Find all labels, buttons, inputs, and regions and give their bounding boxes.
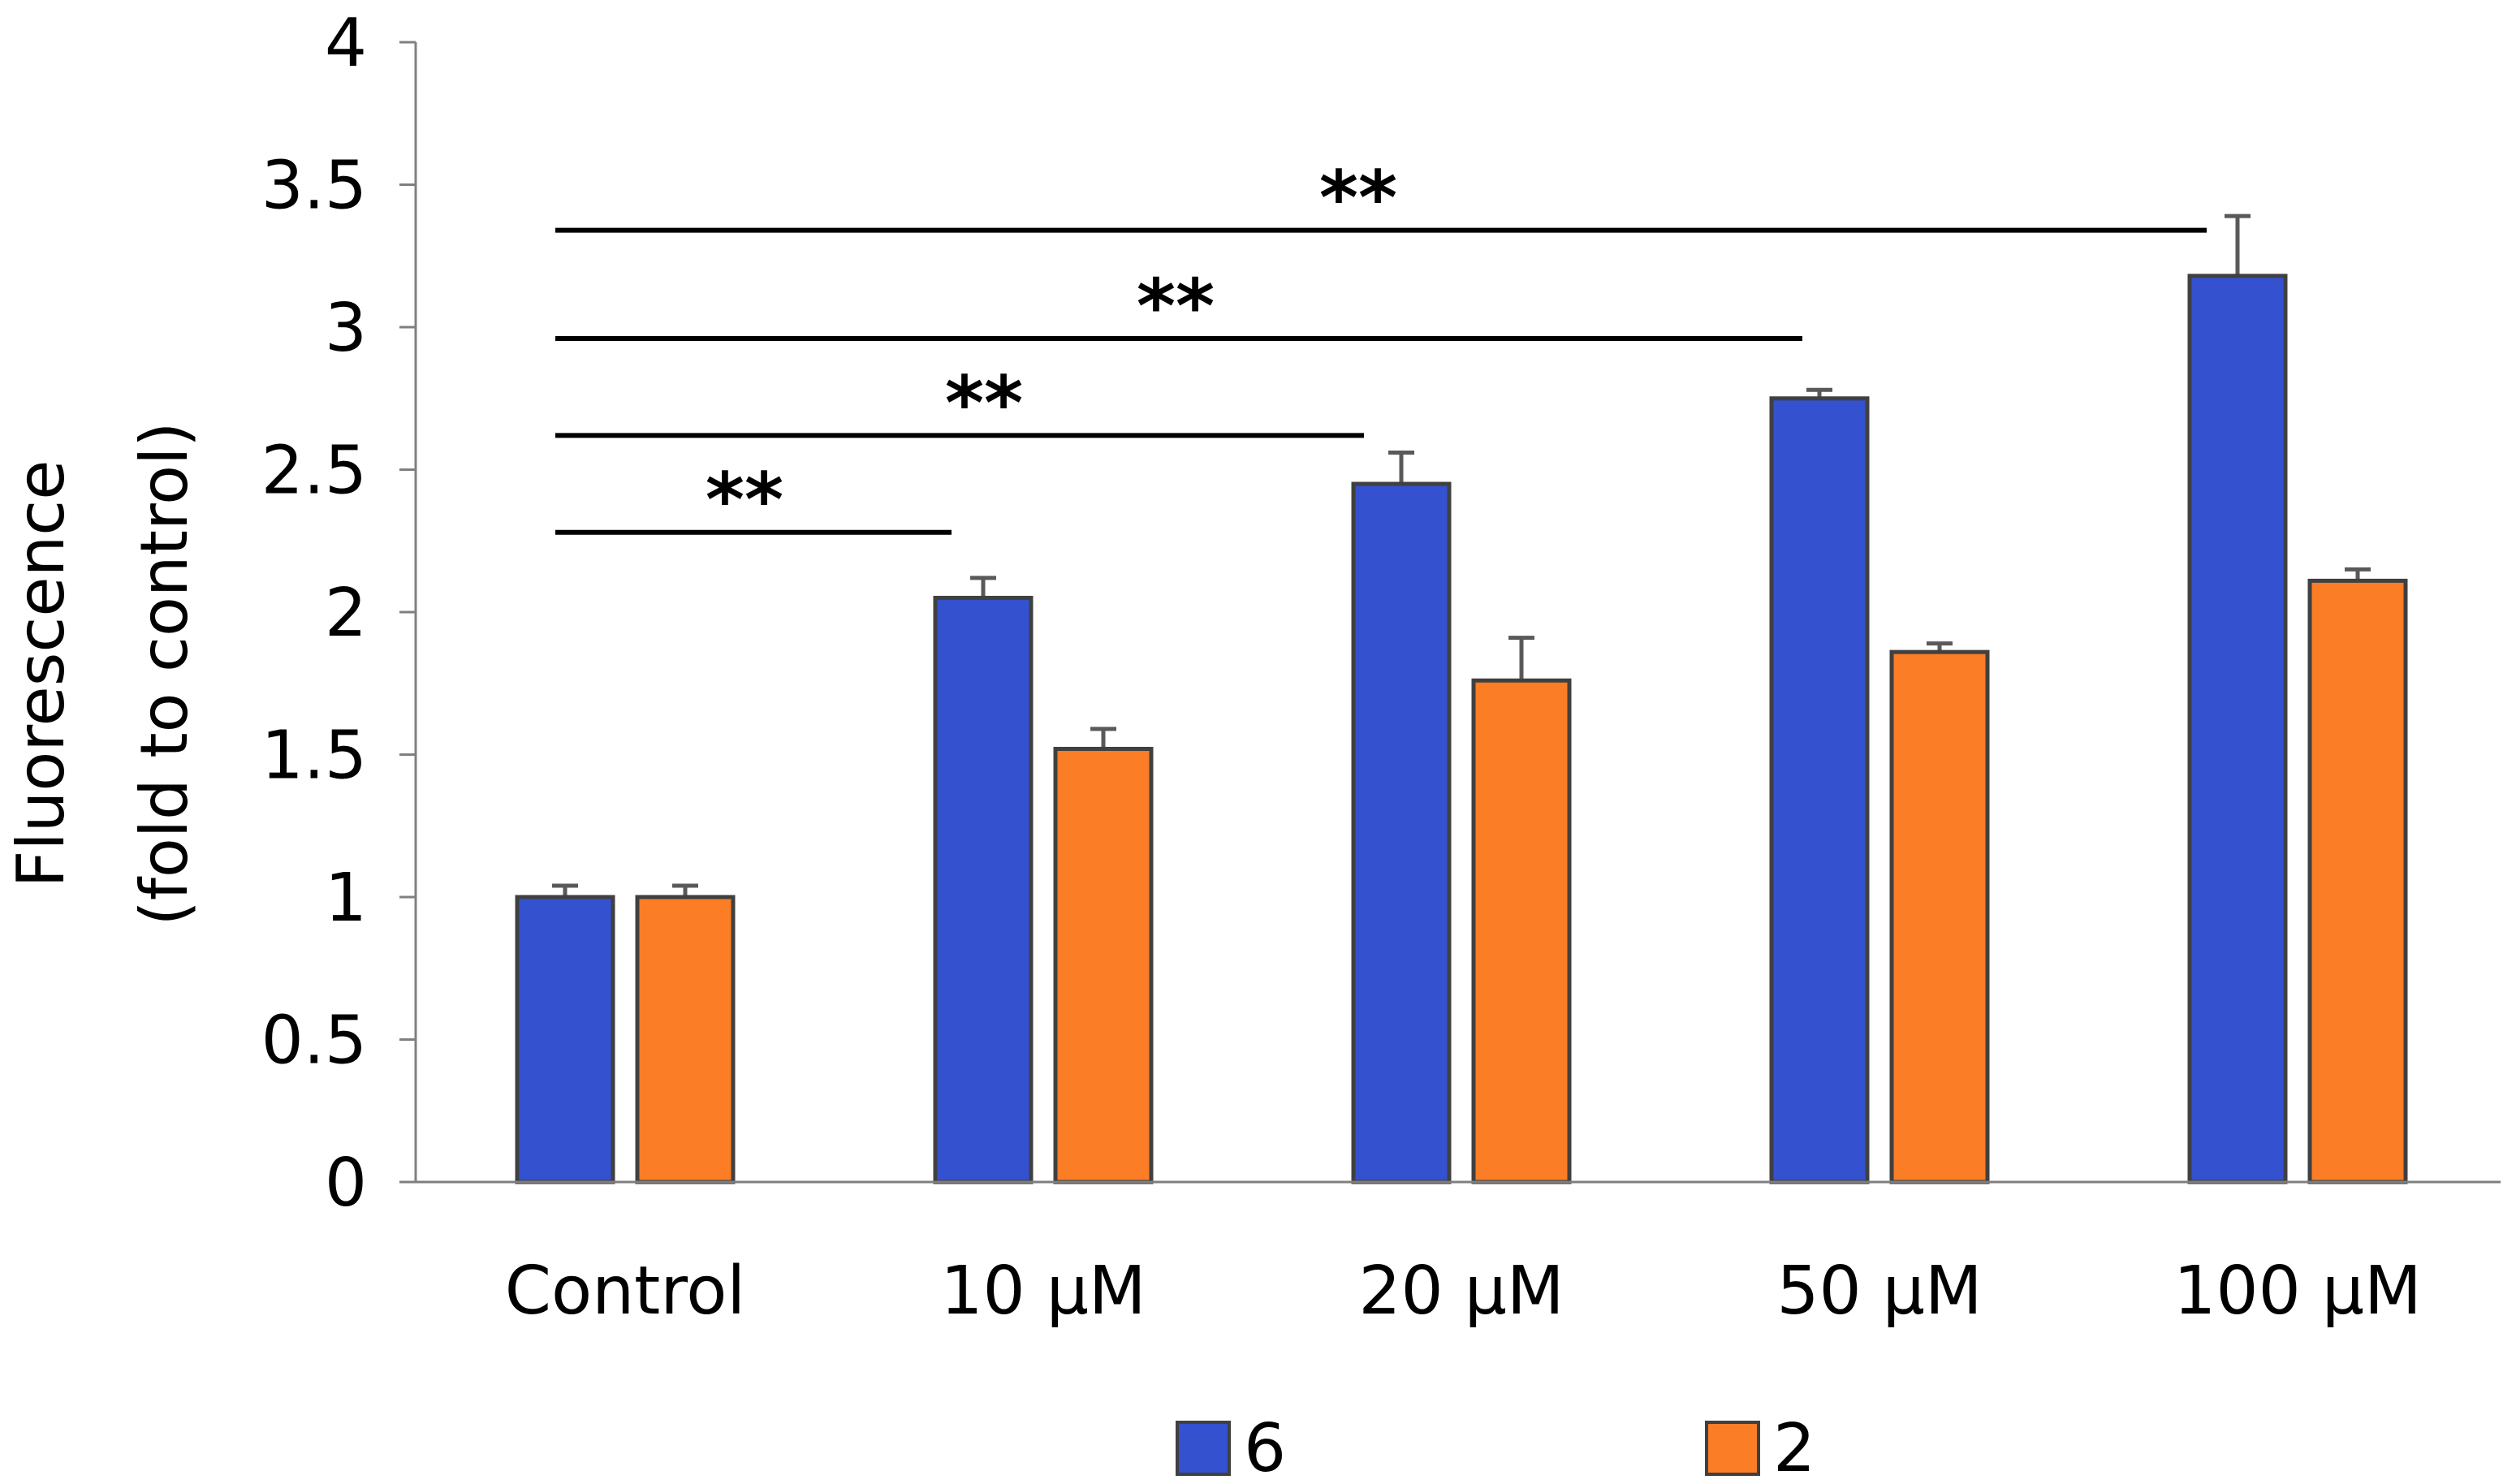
x-tick-label: 20 μM [1358, 1253, 1564, 1330]
y-axis-ticks: 0 0.5 1 1.5 2 2.5 3 3.5 4 [261, 5, 416, 1222]
bar-series-2-4 [1889, 649, 1990, 1184]
x-tick-label: 50 μM [1776, 1253, 1982, 1330]
bar-series-2-5 [2307, 578, 2408, 1184]
y-tick-label: 1.5 [261, 718, 367, 795]
bar-series-6-3 [1351, 481, 1452, 1184]
y-tick-label: 3.5 [261, 148, 367, 225]
y-axis-label-line-1: Fluorescence [3, 459, 79, 887]
legend-swatch-6 [1176, 1421, 1231, 1476]
y-tick-label: 3 [325, 290, 367, 367]
y-tick-label: 1 [325, 860, 367, 937]
bar-series-6-2 [933, 595, 1034, 1184]
bar-series-6-4 [1769, 396, 1870, 1184]
significance-label: ** [945, 360, 1023, 446]
significance-label: ** [1319, 155, 1397, 242]
significance-label: ** [1137, 263, 1215, 350]
y-tick-label: 2 [325, 575, 367, 652]
y-tick-label: 2.5 [261, 433, 367, 510]
bar-series-2-2 [1053, 746, 1154, 1184]
y-tick-label: 0.5 [261, 1003, 367, 1080]
legend-label-6: 6 [1244, 1410, 1286, 1484]
bars [515, 214, 2408, 1184]
x-axis-tick-labels: Control 10 μM 20 μM 50 μM 100 μM [505, 1253, 2422, 1330]
bar-series-2-1 [635, 895, 736, 1184]
y-tick-label: 0 [325, 1145, 367, 1222]
y-axis-label: Fluorescence (fold to control) [3, 421, 202, 925]
y-tick-label: 4 [325, 5, 367, 82]
axes [414, 42, 2501, 1184]
x-tick-label: 10 μM [940, 1253, 1146, 1330]
legend-label-2: 2 [1773, 1410, 1815, 1484]
bar-series-6-5 [2187, 274, 2288, 1184]
bar-series-2-3 [1471, 678, 1572, 1184]
significance-label: ** [706, 457, 783, 544]
legend-swatch-2 [1705, 1421, 1760, 1476]
y-axis-label-line-2: (fold to control) [127, 421, 202, 925]
x-tick-label: 100 μM [2173, 1253, 2422, 1330]
x-tick-label: Control [505, 1253, 745, 1330]
bar-series-6-1 [515, 895, 615, 1184]
significance-annotations: ** ** ** ** [555, 155, 2207, 544]
